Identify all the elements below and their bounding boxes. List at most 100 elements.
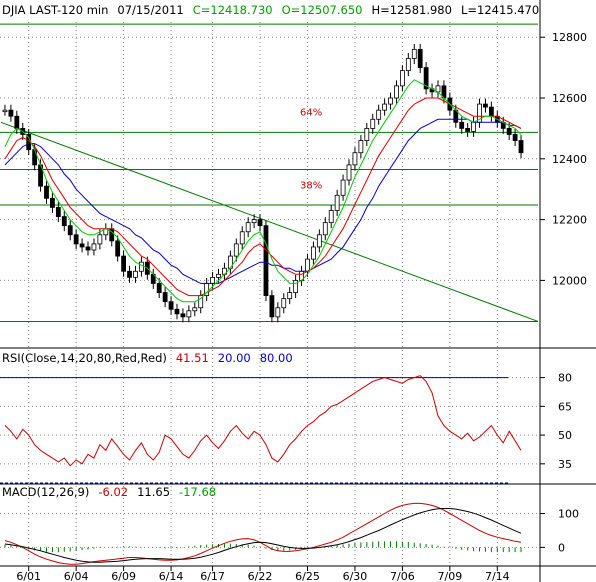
header-value: 07/15/2011: [117, 3, 183, 17]
price-gridlines: [0, 22, 540, 566]
macd-header: MACD(12,26,9) -6.02 11.65 -17.68: [2, 485, 216, 499]
candle-body: [133, 270, 138, 278]
trendline-segment: [0, 121, 539, 322]
header-value: O=12507.650: [282, 3, 363, 17]
candle-body: [287, 292, 293, 300]
candle-body: [55, 207, 61, 217]
x-axis: 6/01 6/04 6/09 6/14 6/17 6/22 6/25 6/30 7/06 7/09…: [16, 566, 510, 582]
x-tick-label: 6/14: [159, 570, 184, 582]
header-value: 11.65: [137, 485, 170, 499]
candle-body: [127, 270, 132, 278]
trendline: [0, 121, 539, 322]
x-tick-label: 6/17: [200, 570, 225, 582]
x-tick-label: 6/30: [343, 570, 368, 582]
candle-body: [411, 48, 417, 59]
x-tick-label: 6/04: [64, 570, 89, 582]
candle-body: [257, 219, 263, 227]
header-value: DJIA LAST-120 min: [2, 3, 108, 17]
candle-body: [14, 115, 20, 129]
header-value: -17.68: [179, 485, 216, 499]
rsi-y-axis: 80 65 50 35: [540, 372, 572, 471]
x-tick-label: 6/01: [16, 570, 41, 582]
candle-body: [459, 121, 465, 129]
candle-body: [394, 85, 399, 99]
candle-body: [275, 307, 281, 318]
y-tick-label: 12400: [552, 153, 587, 166]
x-tick-label: 6/25: [295, 570, 320, 582]
macd-lines: [4, 502, 522, 565]
candle-body: [322, 222, 328, 236]
candle-body: [506, 127, 512, 135]
header-value: MACD(12,26,9): [2, 485, 89, 499]
rsi-line: [4, 375, 522, 467]
header-value: 80.00: [260, 351, 293, 365]
rsi-header: RSI(Close,14,20,80,Red,Red) 41.51 20.00 80.…: [2, 351, 293, 365]
candle-body: [138, 261, 144, 272]
candle-body: [346, 164, 352, 181]
candle-body: [2, 109, 8, 113]
y-tick-label: 50: [558, 429, 572, 442]
candle-body: [399, 70, 405, 87]
header-value: 41.51: [176, 351, 209, 365]
y-tick-label: 0: [558, 541, 565, 554]
candle-body: [512, 134, 518, 141]
x-tick-label: 6/09: [111, 570, 136, 582]
header-value: RSI(Close,14,20,80,Red,Red): [2, 351, 167, 365]
candle-body: [328, 210, 334, 224]
candle-body: [488, 106, 494, 117]
candle-body: [316, 234, 322, 248]
candle-body: [168, 301, 174, 310]
candle-body: [216, 273, 221, 278]
macd-series-line: [4, 502, 522, 565]
y-tick-label: 80: [558, 372, 572, 385]
rsi-gridlines: [0, 377, 540, 484]
candle-body: [67, 225, 73, 236]
candle-body: [121, 255, 127, 272]
candle-body: [73, 234, 79, 245]
candle-body: [376, 109, 382, 120]
candle-body: [239, 231, 245, 245]
candle-body: [50, 197, 55, 208]
candle-body: [251, 219, 257, 224]
fibonacci-levels: [0, 23, 538, 322]
candle-body: [210, 276, 215, 284]
moving-average-line: [4, 97, 522, 297]
candle-body: [115, 240, 121, 257]
candle-body: [382, 103, 388, 111]
x-tick-label: 7/14: [485, 570, 510, 582]
candle-body: [186, 310, 192, 318]
candle-body: [263, 225, 269, 296]
candle-body: [423, 67, 429, 90]
candle-body: [162, 292, 168, 303]
y-tick-label: 35: [558, 458, 572, 471]
candle-body: [174, 308, 180, 315]
candle-body: [417, 48, 423, 69]
y-tick-label: 12600: [552, 92, 587, 105]
y-tick-label: 12000: [552, 274, 587, 287]
y-tick-label: 65: [558, 400, 572, 413]
header-value: -6.02: [98, 485, 128, 499]
price-candles: [2, 43, 524, 323]
fib-annotation: 64%: [300, 108, 322, 119]
candle-body: [388, 97, 393, 105]
candle-body: [192, 307, 198, 312]
moving-averages: [4, 79, 522, 303]
header-value: C=12418.730: [193, 3, 273, 17]
candle-body: [305, 258, 310, 272]
candle-body: [79, 243, 85, 248]
y-tick-label: 12200: [552, 214, 587, 227]
moving-average-line: [4, 118, 522, 284]
price-y-axis: 12800 12600 12400 12200 12000: [540, 31, 587, 287]
candle-body: [97, 234, 103, 245]
candle-body: [180, 313, 186, 318]
candle-body: [311, 246, 316, 260]
candle-body: [370, 118, 376, 129]
candle-body: [293, 279, 299, 293]
candle-body: [465, 127, 471, 132]
candle-body: [233, 243, 239, 257]
candle-body: [358, 140, 364, 154]
price-header: DJIA LAST-120 min 07/15/2011 C=12418.730 O=…: [2, 3, 539, 17]
candle-body: [61, 216, 67, 227]
